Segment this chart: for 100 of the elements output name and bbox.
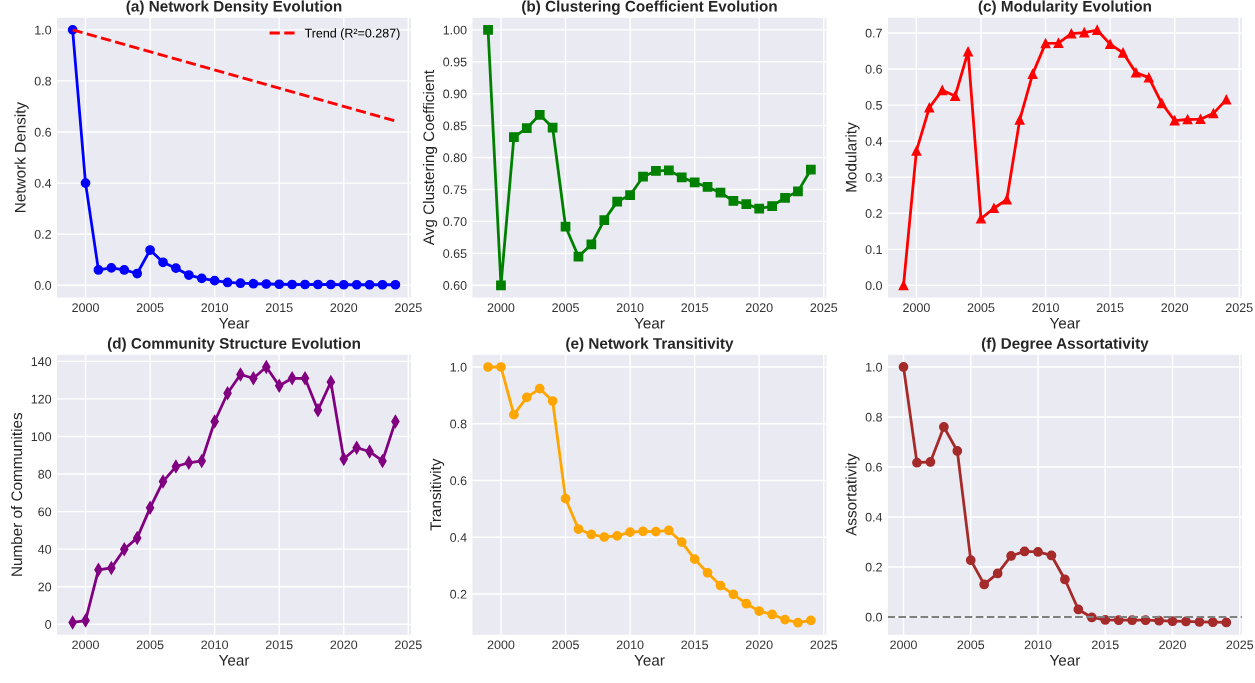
point: [1079, 27, 1090, 38]
point: [483, 24, 493, 35]
point: [1118, 47, 1128, 58]
point: [1073, 604, 1084, 615]
y-tick-label: 1.0: [450, 362, 467, 372]
point: [898, 280, 909, 291]
point: [1019, 546, 1030, 557]
point: [1182, 114, 1193, 125]
y-tick-label: 1.0: [866, 362, 883, 372]
y-tick-label: 0.2: [865, 209, 882, 218]
point: [1208, 108, 1219, 119]
point: [767, 609, 777, 620]
x-tick-label: 2020: [1161, 303, 1189, 313]
x-tick-label: 2005: [552, 303, 579, 313]
y-tick-label: 0.85: [443, 121, 467, 131]
x-tick-label: 2025: [810, 640, 838, 650]
y-tick-label: 0.2: [450, 589, 467, 599]
point: [377, 279, 388, 290]
y-tick-label: 0.6: [34, 127, 52, 137]
point: [132, 531, 142, 545]
point: [184, 456, 194, 470]
y-tick-label: 0.8: [34, 76, 52, 86]
point: [93, 265, 104, 275]
point: [496, 280, 506, 291]
x-tick-label: 2015: [681, 303, 709, 313]
point: [952, 446, 963, 456]
point: [793, 617, 803, 628]
point: [702, 182, 713, 192]
point: [911, 146, 922, 156]
y-tick-label: 0.1: [865, 245, 882, 254]
chart-title: (b) Clustering Coefficient Evolution: [522, 0, 777, 15]
point: [287, 371, 297, 385]
point: [1167, 616, 1178, 627]
x-tick-label: 2005: [136, 640, 164, 650]
x-tick-label: 2005: [136, 303, 164, 313]
chart-title: (d) Community Structure Evolution: [107, 337, 360, 352]
point: [924, 102, 935, 113]
chart-title: (c) Modularity Evolution: [978, 0, 1151, 15]
point: [1060, 574, 1070, 585]
point: [1207, 617, 1218, 628]
point: [261, 279, 272, 289]
point: [741, 598, 752, 609]
y-tick-label: 100: [31, 432, 52, 442]
x-tick-label: 2010: [201, 303, 229, 313]
point: [521, 123, 532, 134]
chart-title: (f) Degree Assortativity: [981, 337, 1149, 352]
y-tick-label: 0.4: [865, 136, 883, 146]
point: [754, 203, 765, 214]
x-axis-title: Year: [218, 655, 250, 666]
point: [1092, 25, 1103, 35]
point: [338, 279, 349, 290]
x-tick-label: 2000: [72, 303, 99, 313]
point: [509, 132, 519, 142]
point: [1033, 547, 1043, 557]
point: [313, 279, 323, 290]
y-tick-label: 20: [38, 582, 52, 592]
point: [573, 524, 584, 534]
x-tick-label: 2010: [616, 303, 644, 313]
point: [1143, 72, 1154, 83]
point: [676, 172, 687, 183]
y-axis-title: Number of Communities: [10, 412, 23, 576]
point: [222, 277, 233, 288]
x-tick-label: 2015: [265, 303, 293, 313]
point: [339, 452, 349, 466]
x-tick-label: 2015: [1096, 303, 1124, 313]
point: [741, 199, 752, 210]
y-tick-label: 0.75: [443, 185, 467, 195]
point: [106, 263, 117, 273]
point: [483, 362, 493, 372]
point: [925, 457, 936, 467]
y-tick-label: 0.95: [443, 57, 467, 67]
point: [780, 192, 790, 203]
x-tick-label: 2020: [745, 303, 773, 313]
point: [351, 279, 362, 290]
point: [132, 268, 143, 279]
point: [638, 171, 648, 182]
y-tick-label: 0.7: [865, 28, 882, 38]
point: [145, 501, 155, 515]
y-tick-label: 0.0: [34, 281, 52, 290]
x-axis-title: Year: [218, 317, 250, 329]
point: [625, 190, 635, 201]
y-tick-label: 0.4: [450, 533, 467, 542]
point: [80, 178, 91, 188]
point: [1053, 38, 1064, 48]
chart-title: (e) Network Transitivity: [566, 337, 734, 352]
point: [937, 85, 948, 96]
y-tick-label: 0.65: [443, 249, 467, 258]
point: [235, 278, 246, 289]
point: [119, 265, 130, 275]
point: [992, 568, 1003, 579]
point: [300, 279, 310, 290]
point: [702, 567, 713, 578]
point: [1131, 67, 1141, 78]
x-tick-label: 2010: [201, 640, 229, 650]
x-tick-label: 2015: [1091, 640, 1119, 650]
y-tick-label: 0.2: [865, 562, 882, 572]
point: [676, 537, 687, 547]
point: [274, 379, 284, 393]
point: [663, 525, 674, 536]
point: [547, 396, 558, 406]
